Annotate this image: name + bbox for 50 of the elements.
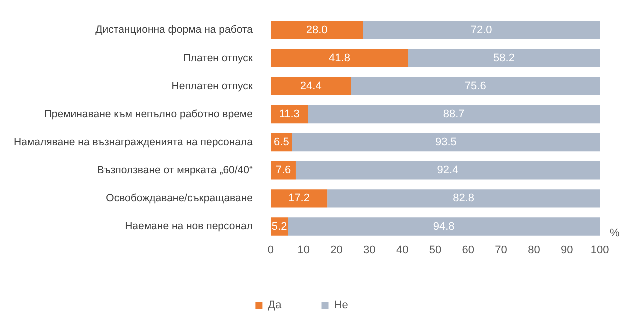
x-tick-label: 30 [364,244,376,256]
bar [270,77,352,96]
data-label: 28.0 [306,24,328,36]
x-tick-label: 50 [429,244,442,256]
data-label: 58.2 [494,52,515,64]
x-tick-label: 20 [330,244,343,256]
y-tick-label: Възползване от мярката „60/40“ [97,164,254,177]
x-axis-title: % [610,227,620,240]
x-tick-label: 0 [268,244,274,256]
y-tick-label: Освобождаване/съкращаване [106,192,254,205]
bar [292,133,600,152]
data-label: 92.4 [437,164,459,177]
y-tick-label: Неплатен отпуск [172,80,254,92]
y-tick-label: Преминаване към непълно работно време [44,108,254,120]
bar [408,49,600,68]
x-tick-label: 60 [462,244,475,256]
x-tick-label: 80 [528,244,540,256]
bar [308,105,600,124]
bar [351,77,600,96]
data-label: 72.0 [470,24,492,36]
data-label: 93.5 [435,136,457,149]
data-label: 7.6 [276,164,292,177]
x-tick-label: 90 [560,244,574,256]
data-label: 6.5 [274,136,290,149]
data-label: 24.4 [300,80,322,92]
bar [270,21,364,40]
data-label: 94.8 [433,220,455,233]
legend-label: Да [268,300,283,312]
data-label: 82.8 [453,192,474,205]
bar [296,162,600,180]
y-tick-label: Намаляване на възнагражденията на персонала [14,136,254,148]
legend-label: Не [334,300,348,312]
y-tick-label: Дистанционна форма на работа [96,24,254,36]
data-label: 5.2 [272,220,288,233]
data-label: 88.7 [443,108,465,121]
y-tick-label: Платен отпуск [183,52,254,64]
bar [270,49,409,68]
data-label: 11.3 [279,108,300,121]
bar [363,21,600,40]
y-tick-label: Наемане на нов персонал [125,220,253,233]
bar [288,218,600,236]
bar [328,190,600,208]
bar [270,190,328,208]
data-label: 17.2 [288,192,310,205]
data-label: 75.6 [464,80,486,92]
x-tick-label: 40 [396,244,409,256]
x-tick-label: 70 [495,244,508,256]
data-label: 41.8 [329,52,350,64]
x-tick-label: 100 [590,244,610,256]
x-tick-label: 10 [298,244,310,256]
